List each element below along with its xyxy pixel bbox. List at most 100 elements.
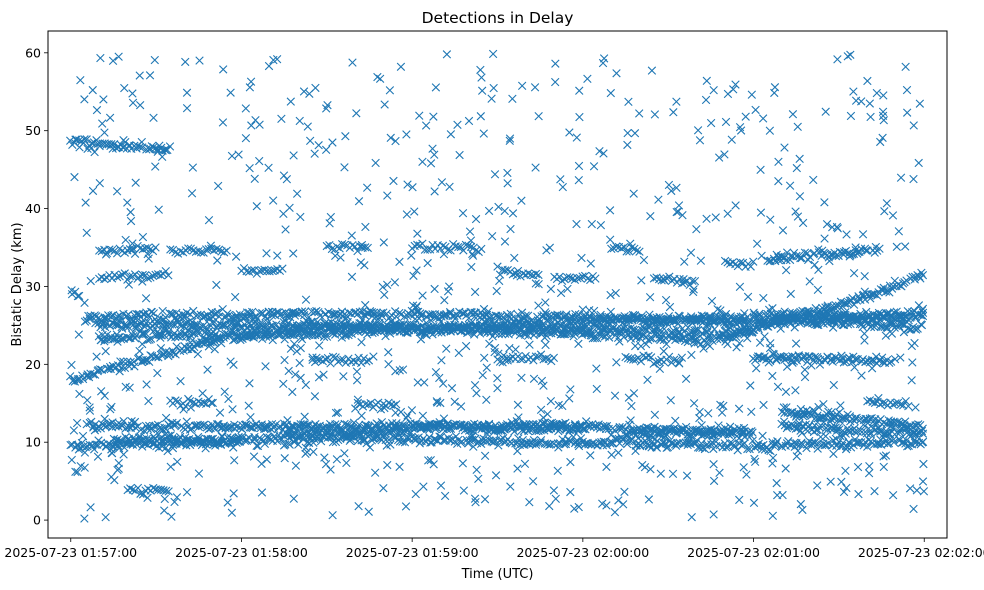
y-tick-label: 30: [25, 279, 41, 294]
detection-point: [398, 437, 407, 446]
detection-point: [451, 432, 461, 441]
detection-point: [296, 424, 305, 434]
detection-point: [764, 445, 773, 455]
detection-point: [843, 320, 853, 329]
detection-point: [138, 143, 147, 152]
detection-point: [601, 424, 611, 434]
detection-point: [284, 430, 293, 439]
detection-point: [521, 420, 531, 429]
detection-point: [120, 320, 129, 329]
detection-point: [889, 438, 899, 447]
detection-point: [725, 438, 735, 448]
detection-point: [866, 322, 876, 332]
detection-point: [119, 357, 128, 366]
detection-point: [111, 320, 120, 329]
detection-point: [243, 331, 252, 341]
detection-point: [569, 325, 578, 335]
y-tick-label: 60: [25, 45, 41, 60]
detection-point: [135, 142, 145, 152]
detection-point: [436, 432, 446, 442]
detection-point: [182, 417, 191, 426]
detection-point: [683, 323, 693, 332]
detection-point: [322, 332, 332, 341]
detection-point: [454, 321, 464, 330]
detection-point: [346, 309, 356, 318]
detection-point: [242, 435, 251, 444]
detection-point: [109, 140, 119, 149]
detection-point: [89, 445, 99, 454]
detection-point: [435, 420, 444, 429]
detection-point: [105, 362, 115, 372]
detection-point: [759, 318, 769, 328]
detection-point: [169, 349, 178, 358]
detection-point: [793, 446, 803, 456]
detection-point: [209, 319, 218, 328]
detection-point: [879, 283, 888, 293]
detection-point: [171, 332, 180, 342]
detection-point: [151, 421, 160, 431]
detection-point: [164, 431, 173, 441]
detection-point: [116, 335, 126, 344]
detection-point: [660, 324, 669, 334]
detection-point: [695, 443, 704, 453]
detection-point: [904, 324, 913, 333]
detection-point: [413, 323, 423, 332]
detection-point: [315, 311, 325, 320]
detection-point: [494, 441, 503, 450]
detection-point: [87, 417, 96, 427]
detection-point: [707, 328, 716, 338]
detection-point: [260, 439, 270, 449]
detection-point: [108, 144, 117, 153]
detection-point: [362, 439, 371, 448]
detection-point: [66, 440, 75, 450]
x-tick-label: 2025-07-23 01:57:00: [4, 545, 137, 560]
detection-point: [94, 365, 103, 375]
detection-point: [250, 432, 259, 442]
detection-point: [137, 357, 146, 367]
detection-point: [148, 439, 157, 449]
detection-point: [457, 437, 466, 446]
detection-point: [80, 135, 89, 144]
y-tick-label: 50: [25, 123, 41, 138]
detection-point: [355, 420, 364, 429]
detection-point: [908, 308, 917, 317]
detection-point: [159, 437, 169, 446]
detection-point: [130, 334, 140, 343]
detection-point: [888, 282, 898, 291]
detection-point: [355, 323, 364, 332]
detection-point: [748, 327, 757, 337]
detection-point: [514, 422, 523, 432]
detection-point: [706, 440, 716, 449]
detection-point: [270, 329, 279, 339]
detection-point: [726, 312, 736, 321]
detection-point: [415, 323, 425, 332]
detection-point: [685, 330, 694, 339]
detection-point: [204, 425, 213, 434]
detection-point: [466, 425, 476, 435]
detection-point: [242, 323, 251, 333]
detection-point: [152, 145, 162, 154]
detection-point: [674, 329, 683, 338]
detection-point: [298, 431, 308, 441]
detection-point: [381, 423, 390, 432]
detection-point: [290, 428, 300, 438]
detection-point: [484, 307, 493, 316]
detection-point: [162, 325, 172, 335]
detection-point: [766, 446, 775, 456]
detection-point: [294, 440, 303, 449]
detection-point: [75, 136, 84, 145]
detection-point: [215, 334, 224, 343]
detection-point: [72, 135, 81, 144]
detection-markers: [65, 49, 929, 523]
detection-point: [172, 418, 182, 428]
detection-point: [885, 288, 894, 297]
detection-point: [218, 321, 227, 330]
detection-point: [852, 296, 862, 305]
detection-point: [626, 324, 635, 333]
detection-point: [136, 425, 146, 435]
detection-point: [187, 424, 196, 433]
detection-point: [759, 317, 768, 326]
detection-point: [210, 331, 219, 341]
detection-point: [745, 444, 754, 454]
